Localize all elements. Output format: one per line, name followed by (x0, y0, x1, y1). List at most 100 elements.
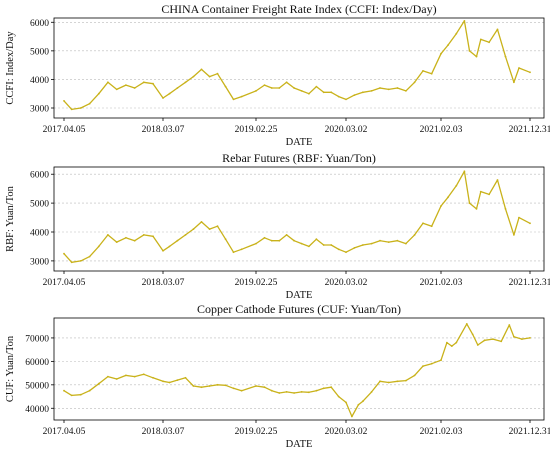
chart-2-series-1-point-2 (79, 260, 82, 262)
chart-3-series-1-point-1 (70, 394, 73, 397)
chart-2-series-1-point-27 (293, 239, 295, 242)
chart-1-series-1-point-37 (370, 90, 373, 92)
chart-3-series-1-point-36 (357, 403, 360, 406)
chart-1-y-label: CCFI: Index/Day (5, 31, 16, 105)
chart-2-series-1-point-11 (162, 249, 164, 252)
chart-1-frame (53, 17, 545, 119)
chart-1-series-1-point-14 (184, 81, 187, 84)
chart-1-series-1-point-20 (232, 98, 235, 101)
chart-3-x-tick-3: 2020.03.02 (325, 427, 368, 437)
chart-1-series-1-point-24 (270, 87, 273, 89)
chart-3-x-tick-5: 2021.12.31 (509, 427, 550, 437)
chart-2-series-1-point-41 (405, 242, 407, 245)
chart-2-series-1-point-44 (430, 225, 433, 228)
chart-1-x-tick-0: 2017.04.05 (43, 125, 86, 135)
chart-3-y-tick-3: 70000 (25, 334, 49, 344)
chart-3-title: Copper Cathode Futures (CUF: Yuan/Ton) (197, 302, 401, 316)
chart-2-series-1-point-7 (125, 236, 127, 239)
chart-3-series-1-point-47 (446, 341, 448, 344)
chart-2-series-1-point-34 (345, 251, 347, 254)
chart-2-series-1-point-45 (440, 205, 442, 207)
chart-3-series-1-point-39 (379, 380, 381, 383)
chart-3-frame (53, 317, 545, 421)
chart-2-series-1-point-31 (322, 244, 325, 246)
chart-3-series-1-point-34 (345, 401, 347, 404)
chart-2-title: Rebar Futures (RBF: Yuan/Ton) (222, 151, 376, 165)
chart-3-series-1-point-4 (97, 382, 100, 385)
chart-2-x-tick-1: 2018.03.07 (142, 278, 185, 288)
chart-1-x-tick-4: 2021.02.03 (420, 125, 463, 135)
chart-2-series-1-point-30 (315, 238, 318, 241)
chart-3-series-1-point-44 (422, 365, 424, 367)
chart-3-x-tick-0: 2017.04.05 (43, 427, 86, 437)
chart-1-x-tick-3: 2020.03.02 (325, 125, 368, 135)
chart-2-x-tick-4: 2021.02.03 (420, 278, 463, 288)
chart-3-series-1-point-55 (500, 340, 503, 343)
chart-1-series-1-point-0 (63, 100, 65, 102)
chart-3-series-1-point-35 (351, 415, 353, 418)
chart-1-x-label: DATE (286, 137, 313, 148)
chart-3-series-1-point-26 (285, 391, 288, 393)
chart-2-series-1-point-36 (362, 244, 364, 246)
chart-3-series-1-point-22 (255, 385, 257, 387)
chart-1-series-1-point-54 (504, 55, 507, 58)
chart-3-series-1-point-42 (405, 379, 407, 382)
chart-2-series-1-point-50 (475, 208, 478, 210)
chart-1-series-1-line (63, 20, 531, 111)
chart-2-series-1-point-19 (224, 238, 227, 241)
chart-1-x-tick-1: 2018.03.07 (142, 125, 185, 135)
chart-3-series-1-point-24 (270, 389, 273, 392)
chart-2-series-1-point-51 (479, 190, 482, 193)
chart-2-frame (53, 166, 545, 272)
chart-2-series-1-point-55 (513, 234, 515, 236)
chart-2-series-1-point-33 (337, 248, 340, 251)
chart-3-series-1-point-33 (337, 395, 340, 398)
chart-1-series-1-point-40 (396, 87, 399, 89)
chart-3-series-1-point-18 (216, 383, 219, 386)
chart-3-series-1-point-57 (513, 335, 515, 338)
chart-1-series-1-point-49 (468, 50, 471, 52)
chart-1-y-tick-2: 5000 (30, 47, 49, 57)
chart-2-series-1-point-56 (518, 216, 520, 219)
chart-1-series-1-point-51 (479, 38, 482, 41)
chart-3-series-1-point-2 (79, 393, 82, 396)
chart-1-series-1-point-42 (413, 81, 416, 84)
chart-2-series-1-point-35 (353, 247, 356, 249)
chart-3-series-1-point-14 (184, 376, 187, 379)
chart-2-series-1-point-52 (488, 193, 490, 196)
chart-2-series-1-point-43 (422, 222, 424, 225)
chart-1-series-1-point-29 (308, 92, 310, 95)
chart-2-series-1-point-4 (97, 245, 100, 248)
chart-2-series-1-point-48 (463, 170, 466, 173)
chart-2-series-1-point-10 (152, 235, 154, 238)
chart-2-series-1-point-12 (168, 245, 171, 248)
chart-1-series-1-point-23 (263, 84, 266, 86)
chart-3-series-1-point-41 (396, 380, 399, 383)
chart-3-series-1-point-27 (293, 392, 295, 394)
chart-3-series-1-point-49 (455, 341, 458, 344)
chart-1-series-1-point-9 (142, 81, 145, 84)
chart-2-series-1-point-24 (270, 239, 273, 242)
chart-1-series-1-point-26 (285, 81, 288, 84)
chart-1-series-1-point-17 (208, 75, 211, 78)
chart-1-series-1-point-21 (240, 95, 243, 98)
chart-3-series-1-point-31 (322, 387, 325, 390)
chart-3-series-1-point-59 (529, 337, 531, 339)
chart-2-series-1-point-49 (468, 202, 471, 205)
chart-1-series-1-point-30 (315, 85, 318, 88)
chart-2-y-tick-0: 3000 (30, 257, 49, 267)
chart-2-series-1-point-9 (142, 234, 145, 236)
chart-2-y-tick-1: 4000 (30, 229, 49, 239)
chart-2-series-1-point-23 (263, 236, 266, 239)
chart-1-series-1-point-1 (70, 108, 73, 111)
chart-1-y-tick-1: 4000 (30, 76, 49, 86)
chart-3-series-1-point-19 (224, 384, 227, 387)
chart-1-series-1-point-32 (330, 91, 333, 94)
chart-2-series-1-point-40 (396, 239, 399, 242)
chart-1-series-1-point-57 (529, 71, 531, 74)
chart-3-series-1-point-50 (465, 323, 468, 325)
chart-3-series-1-point-32 (330, 386, 333, 389)
chart-3: Copper Cathode Futures (CUF: Yuan/Ton) 40… (5, 302, 550, 450)
chart-3-series-1-point-58 (521, 338, 523, 340)
